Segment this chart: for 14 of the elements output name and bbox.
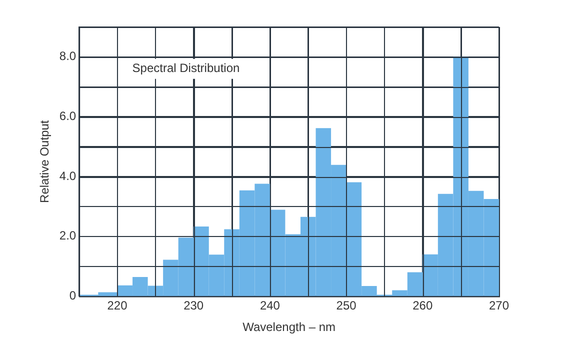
x-axis-title: Wavelength – nm	[242, 320, 336, 334]
x-tick-label: 220	[107, 298, 128, 313]
x-tick-label: 250	[336, 298, 357, 313]
x-tick-label: 240	[260, 298, 280, 313]
x-tick-label: 270	[488, 298, 510, 313]
x-tick-label: 260	[412, 298, 433, 313]
y-tick-label: 4.0	[59, 168, 76, 183]
text: Spectral Distribution	[132, 61, 240, 76]
y-tick-label: 8.0	[59, 49, 76, 64]
y-axis-title: Relative Output	[38, 120, 52, 203]
y-tick-label: 0	[69, 288, 76, 303]
y-tick-label: 2.0	[59, 228, 76, 243]
y-tick-label: 6.0	[59, 109, 76, 124]
x-tick-label: 230	[184, 298, 204, 313]
